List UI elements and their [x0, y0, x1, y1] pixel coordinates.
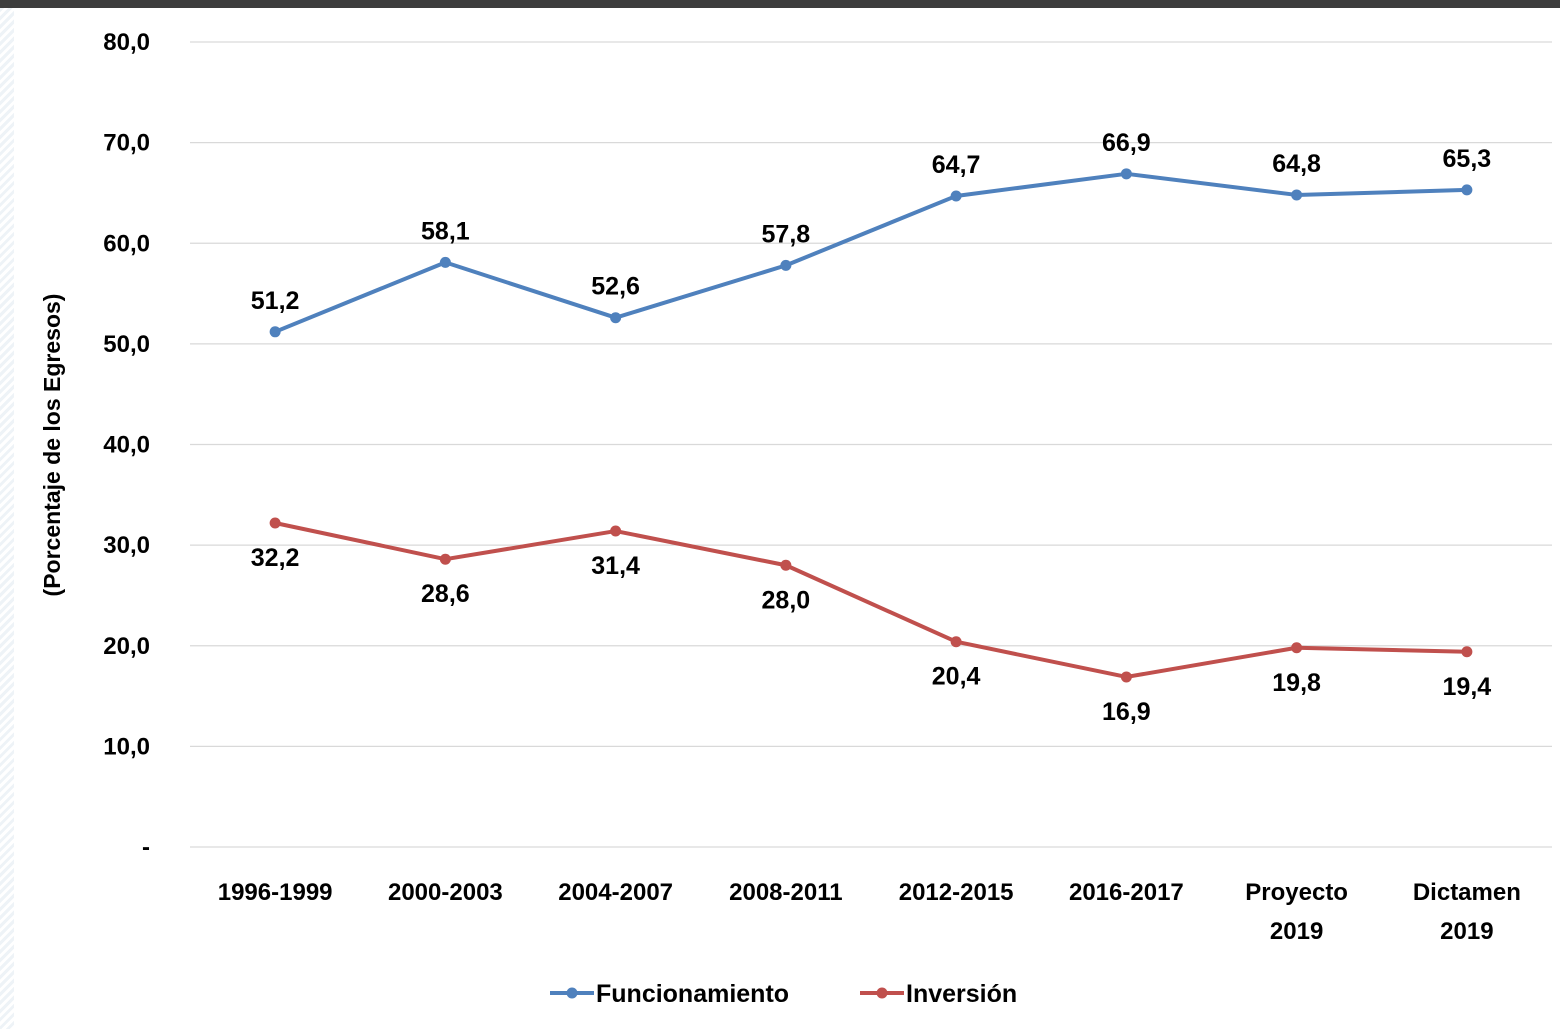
- data-point: [610, 525, 622, 537]
- legend-swatch-marker: [566, 987, 578, 999]
- data-point: [1291, 189, 1303, 201]
- data-point: [439, 553, 451, 565]
- y-tick-label: 80,0: [103, 29, 150, 56]
- data-point: [1120, 168, 1132, 180]
- legend: Funcionamiento Inversión: [550, 980, 1017, 1008]
- x-tick-label: Dictamen 2019: [1413, 879, 1521, 945]
- y-tick-label: 40,0: [103, 432, 150, 459]
- x-tick-label: 2008-2011: [729, 879, 842, 906]
- y-tick-label: 20,0: [103, 633, 150, 660]
- data-label: 64,8: [1272, 150, 1321, 178]
- data-point: [780, 559, 792, 571]
- legend-swatch-marker: [876, 987, 888, 999]
- x-tick-label: 2012-2015: [899, 879, 1014, 906]
- series-inversión: 32,2 28,6 31,4 28,0 20,4 16,9 19,8 19,4: [251, 517, 1492, 726]
- data-label: 51,2: [251, 287, 300, 315]
- series-funcionamiento: 51,2 58,1 52,6 57,8 64,7 66,9 64,8 65,3: [251, 129, 1492, 338]
- decorative-left-strip: [0, 8, 14, 1029]
- y-axis-ticks: - 10,0 20,0 30,0 40,0 50,0 60,0 70,0 80,0: [103, 29, 150, 861]
- x-tick-label: Proyecto 2019: [1245, 879, 1348, 945]
- data-point: [1461, 184, 1473, 196]
- legend-label: Funcionamiento: [596, 980, 789, 1008]
- data-label: 20,4: [932, 663, 981, 691]
- data-label: 66,9: [1102, 129, 1151, 157]
- data-point: [950, 190, 962, 202]
- data-label: 52,6: [591, 273, 640, 301]
- data-point: [1291, 642, 1303, 654]
- y-tick-label: -: [142, 834, 150, 861]
- data-point: [1461, 646, 1473, 658]
- data-point: [950, 636, 962, 648]
- legend-label: Inversión: [906, 980, 1017, 1008]
- y-tick-label: 10,0: [103, 733, 150, 760]
- data-point: [780, 259, 792, 271]
- data-label: 19,8: [1272, 669, 1321, 697]
- data-point: [1120, 671, 1132, 683]
- data-label: 28,0: [762, 586, 811, 614]
- x-tick-label: 1996-1999: [218, 879, 333, 906]
- data-label: 28,6: [421, 580, 470, 608]
- y-tick-label: 30,0: [103, 532, 150, 559]
- x-axis-ticks: 1996-1999 2000-2003 2004-2007 2008-2011 2012…: [218, 879, 1521, 945]
- data-label: 64,7: [932, 151, 981, 179]
- y-tick-label: 60,0: [103, 230, 150, 257]
- series-line: [273, 520, 1469, 679]
- x-tick-label: 2016-2017: [1069, 879, 1184, 906]
- x-tick-label: 2000-2003: [388, 879, 503, 906]
- data-label: 65,3: [1443, 145, 1492, 173]
- x-tick-label: 2004-2007: [558, 879, 673, 906]
- y-axis-title: (Porcentaje de los Egresos): [39, 294, 65, 597]
- data-label: 58,1: [421, 217, 470, 245]
- data-point: [610, 312, 622, 324]
- data-label: 57,8: [762, 220, 811, 248]
- series-line: [273, 171, 1469, 334]
- data-label: 31,4: [591, 552, 640, 580]
- top-bar: [0, 0, 1560, 8]
- data-label: 19,4: [1443, 673, 1492, 701]
- gridlines: [190, 41, 1552, 848]
- y-tick-label: 50,0: [103, 331, 150, 358]
- data-point: [269, 326, 281, 338]
- data-point: [269, 517, 281, 529]
- data-point: [439, 256, 451, 268]
- data-label: 32,2: [251, 544, 300, 572]
- y-tick-label: 70,0: [103, 130, 150, 157]
- data-label: 16,9: [1102, 698, 1151, 726]
